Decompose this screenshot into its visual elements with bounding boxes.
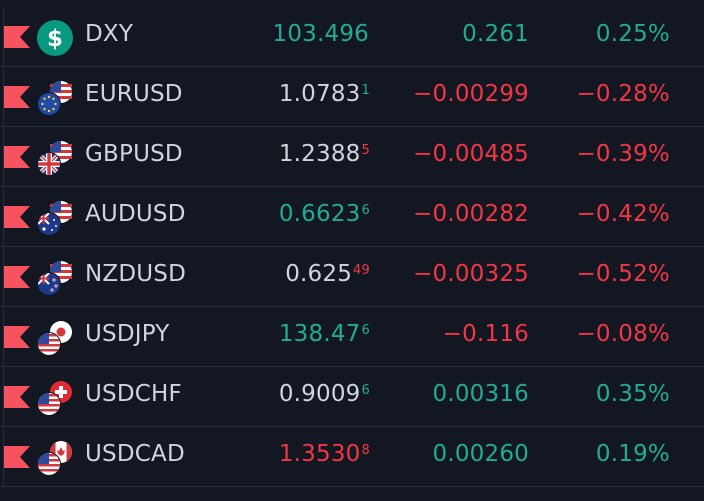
watchlist-row-usdcad[interactable]: USDCAD 1.35308 0.00260 0.19% <box>0 428 704 487</box>
flag-marker-icon[interactable] <box>4 26 30 48</box>
percent-change: 0.35% <box>595 381 670 407</box>
au-us-flags-icon <box>37 201 72 236</box>
symbol-name: USDJPY <box>85 321 170 347</box>
symbol-name: EURUSD <box>85 81 183 107</box>
watchlist-row-audusd[interactable]: AUDUSD 0.66236 −0.00282 −0.42% <box>0 188 704 247</box>
watchlist-row-dxy[interactable]: $ DXY 103.496 0.261 0.25% <box>0 8 704 67</box>
watchlist-row-gbpusd[interactable]: GBPUSD 1.23885 −0.00485 −0.39% <box>0 128 704 187</box>
us-ch-flags-icon <box>37 381 72 416</box>
watchlist-row-nzdusd[interactable]: NZDUSD 0.62549 −0.00325 −0.52% <box>0 248 704 307</box>
nz-us-flags-icon <box>37 261 72 296</box>
last-price: 1.23885 <box>278 141 370 167</box>
last-price: 1.07831 <box>278 81 370 107</box>
flag-marker-icon[interactable] <box>4 386 30 408</box>
price-change: 0.00260 <box>432 441 529 467</box>
us-jp-flags-icon <box>37 321 72 356</box>
price-change: −0.00299 <box>413 81 529 107</box>
percent-change: −0.39% <box>576 141 670 167</box>
symbol-name: AUDUSD <box>85 201 186 227</box>
last-price: 103.496 <box>272 21 369 47</box>
percent-change: 0.25% <box>595 21 670 47</box>
watchlist-row-eurusd[interactable]: EURUSD 1.07831 −0.00299 −0.28% <box>0 68 704 127</box>
symbol-name: NZDUSD <box>85 261 187 287</box>
price-change: −0.116 <box>442 321 529 347</box>
watchlist-row-usdchf[interactable]: USDCHF 0.90096 0.00316 0.35% <box>0 368 704 427</box>
symbol-name: USDCAD <box>85 441 185 467</box>
flag-marker-icon[interactable] <box>4 146 30 168</box>
last-price: 0.90096 <box>278 381 370 407</box>
dollar-circle-icon: $ <box>37 20 73 56</box>
last-price: 0.66236 <box>278 201 370 227</box>
flag-marker-icon[interactable] <box>4 446 30 468</box>
percent-change: −0.52% <box>576 261 670 287</box>
price-change: −0.00485 <box>413 141 529 167</box>
flag-marker-icon[interactable] <box>4 326 30 348</box>
symbol-name: USDCHF <box>85 381 182 407</box>
percent-change: 0.19% <box>595 441 670 467</box>
last-price: 138.476 <box>278 321 370 347</box>
last-price: 0.62549 <box>285 261 370 287</box>
flag-marker-icon[interactable] <box>4 86 30 108</box>
symbol-name: DXY <box>85 21 134 47</box>
gb-us-flags-icon <box>37 141 72 176</box>
percent-change: −0.42% <box>576 201 670 227</box>
price-change: 0.00316 <box>432 381 529 407</box>
flag-marker-icon[interactable] <box>4 206 30 228</box>
last-price: 1.35308 <box>278 441 370 467</box>
percent-change: −0.08% <box>576 321 670 347</box>
price-change: −0.00325 <box>413 261 529 287</box>
eu-us-flags-icon <box>37 81 72 116</box>
us-ca-flags-icon <box>37 441 72 476</box>
svg-text:$: $ <box>47 26 63 52</box>
price-change: −0.00282 <box>413 201 529 227</box>
symbol-name: GBPUSD <box>85 141 183 167</box>
watchlist-row-usdjpy[interactable]: USDJPY 138.476 −0.116 −0.08% <box>0 308 704 367</box>
flag-marker-icon[interactable] <box>4 266 30 288</box>
price-change: 0.261 <box>462 21 529 47</box>
percent-change: −0.28% <box>576 81 670 107</box>
